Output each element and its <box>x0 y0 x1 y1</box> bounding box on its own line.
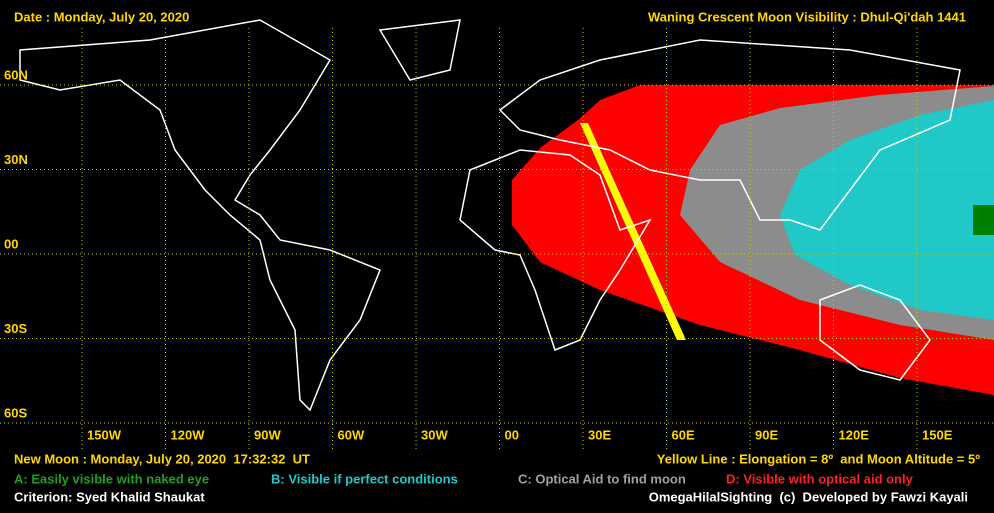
yellow-line-note: Yellow Line : Elongation = 8º and Moon A… <box>657 451 980 466</box>
criterion: Criterion: Syed Khalid Shaukat <box>14 489 205 504</box>
latitude-label: 60N <box>4 67 28 82</box>
greenland <box>378 19 461 81</box>
legend-b: B: Visible if perfect conditions <box>271 471 458 486</box>
latitude-label: 00 <box>4 236 18 251</box>
australia <box>819 284 931 381</box>
africa <box>459 149 652 351</box>
longitude-label: 150E <box>922 427 953 442</box>
americas <box>19 19 381 412</box>
coastlines <box>19 19 961 412</box>
legend-d: D: Visible with optical aid only <box>726 471 914 486</box>
title: Waning Crescent Moon Visibility : Dhul-Q… <box>648 9 966 24</box>
longitude-label: 00 <box>505 427 519 442</box>
date: Date : Monday, July 20, 2020 <box>14 9 189 24</box>
longitude-label: 120W <box>171 427 206 442</box>
longitude-label: 30W <box>421 427 448 442</box>
latitude-label: 30S <box>4 321 27 336</box>
longitude-label: 150W <box>87 427 122 442</box>
longitude-label: 60W <box>338 427 365 442</box>
longitude-label: 60E <box>672 427 695 442</box>
longitude-label: 90W <box>254 427 281 442</box>
longitude-label: 30E <box>588 427 611 442</box>
yellow-line <box>580 123 686 340</box>
longitude-label: 120E <box>839 427 870 442</box>
longitude-label: 90E <box>755 427 778 442</box>
zone-a-green <box>973 205 994 235</box>
credit: OmegaHilalSighting (c) Developed by Fawz… <box>649 489 968 504</box>
legend-c: C: Optical Aid to find moon <box>518 471 686 486</box>
legend-a: A: Easily visible with naked eye <box>14 471 209 486</box>
eurasia <box>498 39 961 231</box>
latitude-label: 60S <box>4 405 27 420</box>
new-moon: New Moon : Monday, July 20, 2020 17:32:3… <box>14 451 310 466</box>
latitude-label: 30N <box>4 152 28 167</box>
